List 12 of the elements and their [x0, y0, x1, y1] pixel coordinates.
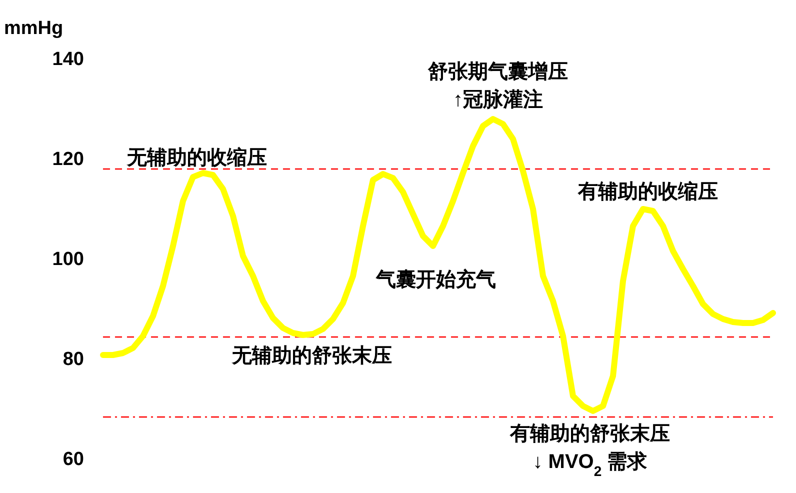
annotation: 无辅助的收缩压	[126, 146, 267, 169]
y-tick-label: 80	[62, 349, 84, 370]
y-axis-title: mmHg	[4, 18, 64, 39]
annotation: 无辅助的舒张末压	[231, 345, 392, 367]
annotation: 有辅助的舒张末压 ↓ MVO$_{2}$ 需求	[509, 423, 670, 479]
y-tick-label: 140	[52, 49, 84, 70]
y-tick-label: 60	[62, 449, 84, 470]
annotation: 气囊开始充气	[375, 268, 496, 291]
y-tick-label: 100	[52, 249, 84, 270]
annotation: 有辅助的收缩压	[577, 180, 718, 203]
y-tick-label: 120	[52, 149, 84, 170]
annotation: 舒张期气囊增压 ↑冠脉灌注	[427, 61, 568, 111]
